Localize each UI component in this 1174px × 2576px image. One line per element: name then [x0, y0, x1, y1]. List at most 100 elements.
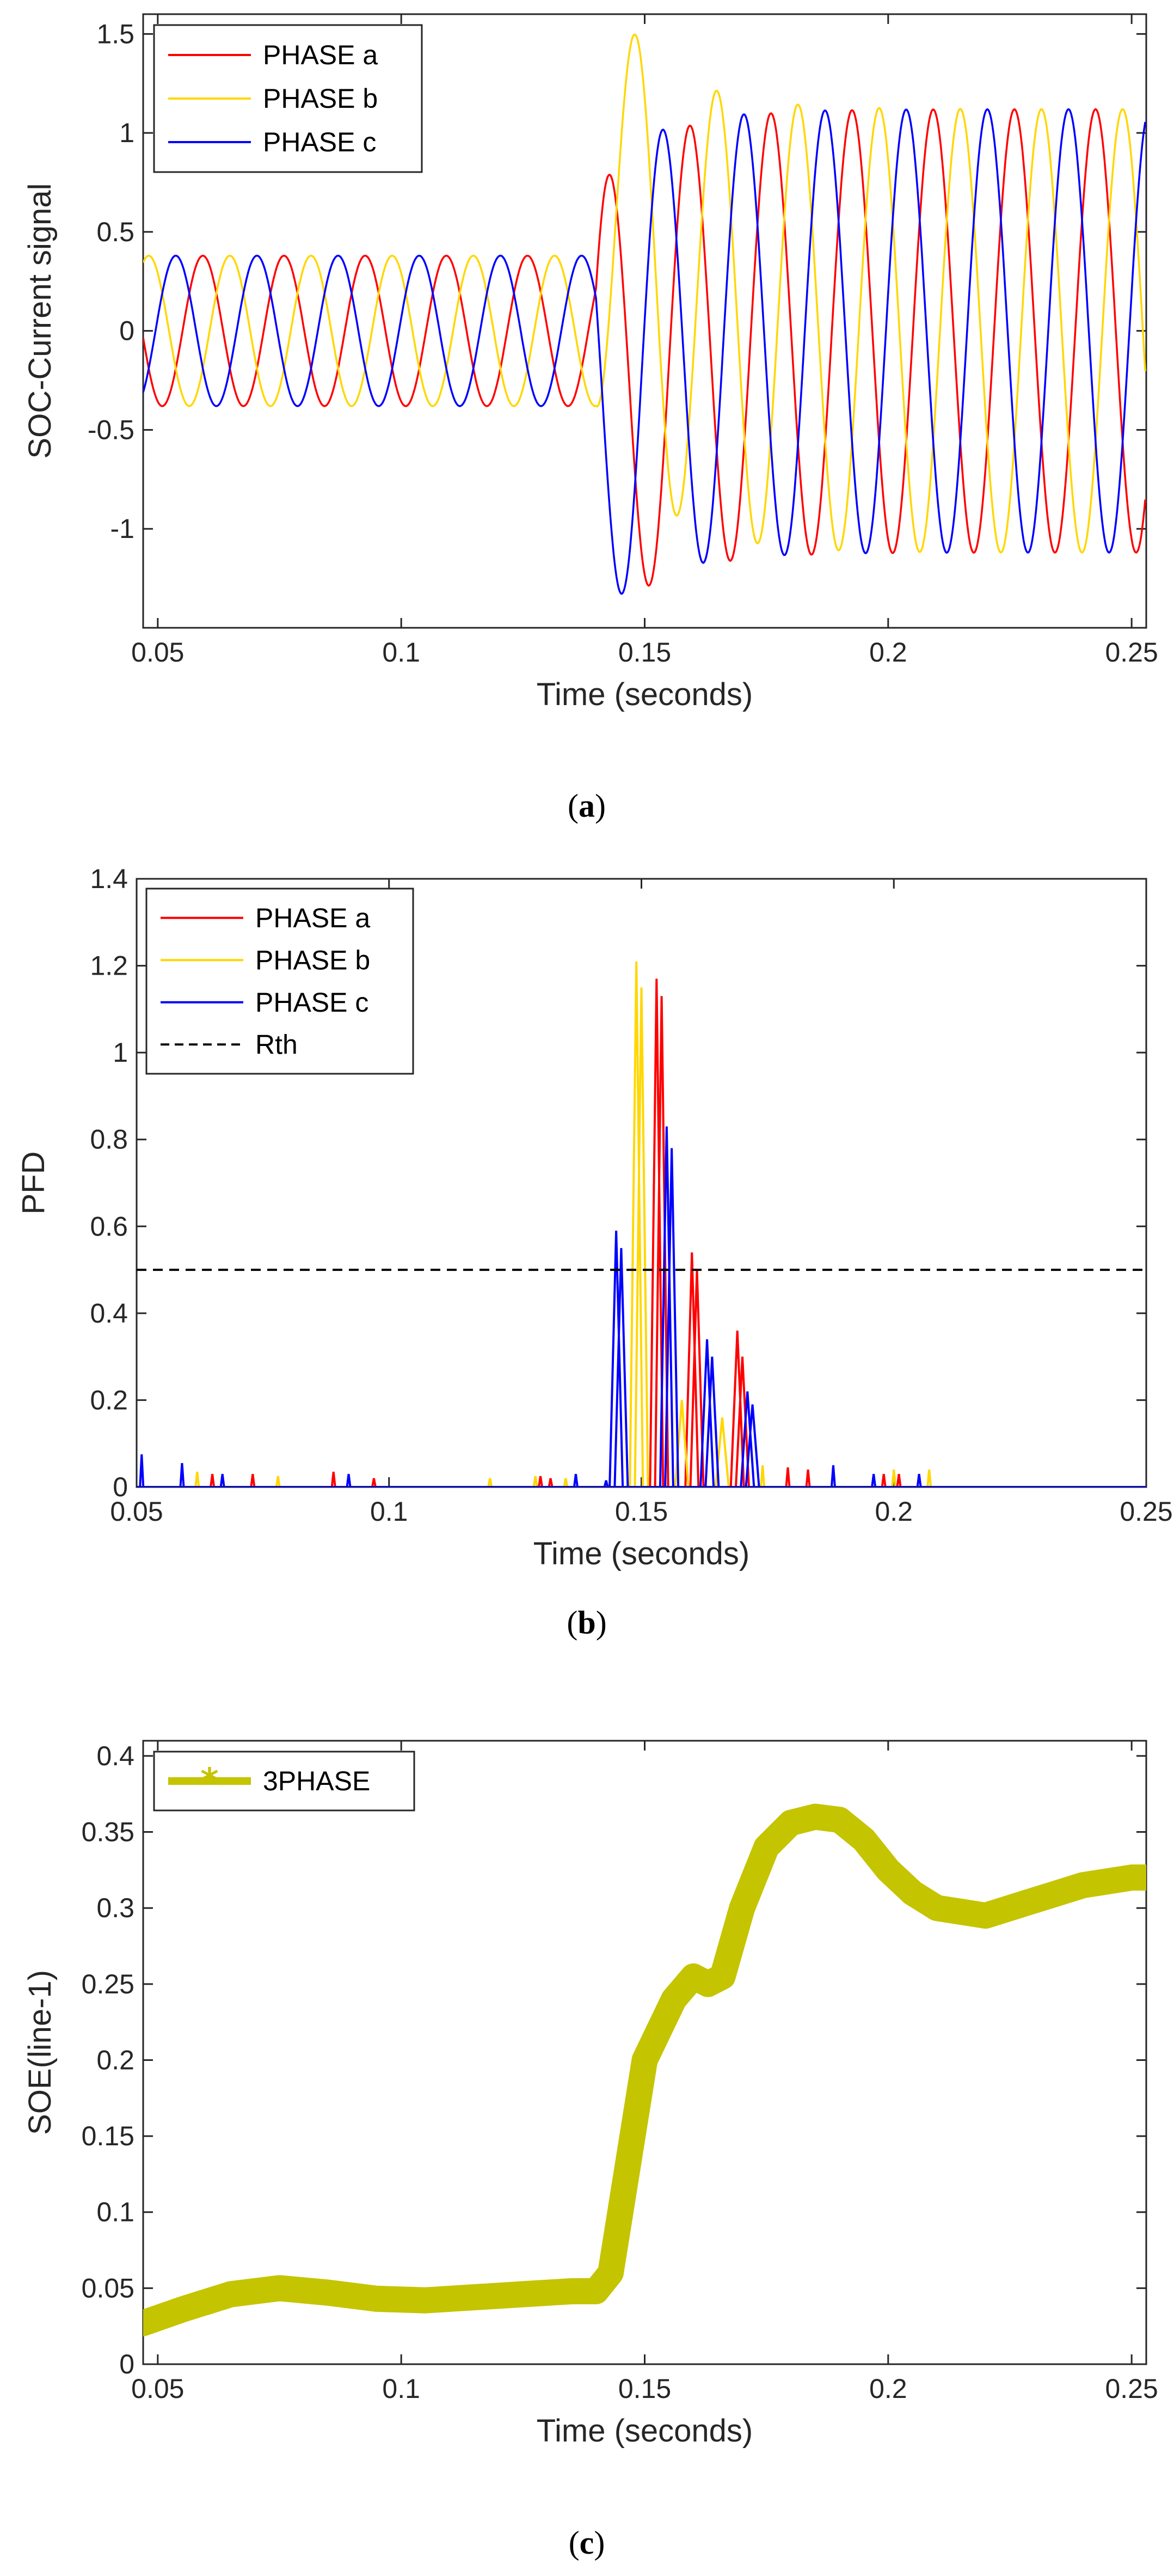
legend-label: 3PHASE: [263, 1766, 370, 1796]
legend-label: PHASE c: [263, 127, 376, 157]
x-tick-label: 0.05: [131, 2373, 184, 2404]
legend-label: PHASE b: [255, 945, 370, 975]
pfd-spike-phase-a: [684, 1252, 700, 1487]
y-tick-label: 0.4: [90, 1298, 128, 1329]
caption-open: (: [569, 2525, 580, 2561]
x-tick-label: 0.15: [618, 637, 671, 668]
pfd-spike-phase-c: [613, 1248, 629, 1487]
x-tick-label: 0.25: [1120, 1496, 1172, 1527]
pfd-spike-phase-b: [563, 1478, 569, 1487]
y-tick-label: 1.2: [90, 951, 128, 981]
y-tick-label: 0.4: [96, 1741, 134, 1771]
pfd-spike-phase-b: [275, 1476, 281, 1487]
pfd-spike-phase-a: [735, 1356, 750, 1487]
pfd-spike-phase-c: [916, 1473, 922, 1487]
pfd-spike-phase-a: [729, 1330, 745, 1487]
pfd-spike-phase-a: [210, 1473, 216, 1487]
y-tick-label: 0.35: [82, 1817, 134, 1847]
caption-open: (: [567, 1605, 577, 1641]
y-axis-label: SOE(line-1): [22, 1970, 58, 2135]
pfd-spike-phase-c: [573, 1473, 579, 1487]
y-tick-label: 0.5: [96, 217, 134, 247]
pfd-spike-phase-a: [649, 978, 665, 1487]
pfd-spike-phase-c: [704, 1356, 720, 1487]
x-tick-label: 0.2: [869, 637, 907, 668]
caption-letter: b: [577, 1605, 595, 1641]
pfd-spike-phase-c: [740, 1391, 755, 1487]
chart-b: 0.05 0.1 0.15 0.2 0.25 0 0.2 0.4 0.6 0.8 1 1.2 1.4 Ti…: [16, 864, 1173, 1641]
chart-c: 0.05 0.1 0.15 0.2 0.2500.050.10.150.20.250.3…: [22, 1740, 1158, 2561]
pfd-spike-phase-c: [219, 1473, 225, 1487]
legend-box: [145, 888, 414, 1075]
y-tick-label: 0.1: [96, 2197, 134, 2228]
pfd-spike-phase-c: [608, 1231, 624, 1487]
pfd-spike-phase-b: [926, 1469, 932, 1487]
chart-a: 0.05 0.1 0.15 0.2 0.25 -1 -0.5 0 0.5 1 1.5 Time (se…: [22, 13, 1158, 824]
x-axis-label: Time (seconds): [537, 2413, 753, 2449]
figure-caption: (c): [569, 2525, 605, 2561]
legend-label: PHASE c: [255, 987, 368, 1018]
pfd-spike-phase-c: [346, 1473, 352, 1487]
x-tick-label: 0.1: [382, 637, 420, 668]
x-tick-label: 0.2: [869, 2373, 907, 2404]
figure-caption: (b): [567, 1605, 606, 1641]
pfd-spike-phase-a: [896, 1473, 902, 1487]
pfd-spike-phase-c: [664, 1148, 680, 1487]
y-tick-label: 0.8: [90, 1124, 128, 1155]
x-tick-label: 0.15: [615, 1496, 668, 1527]
pfd-spike-phase-b: [532, 1476, 538, 1487]
pfd-spike-phase-c: [699, 1339, 715, 1487]
legend: PHASE a PHASE b PHASE c Rth: [145, 888, 414, 1075]
y-tick-label: 0.2: [96, 2045, 134, 2075]
caption-letter: c: [580, 2525, 594, 2561]
pfd-spike-phase-a: [654, 996, 669, 1487]
x-axis-label: Time (seconds): [537, 677, 753, 712]
y-tick-label: 0.25: [82, 1969, 134, 1999]
y-tick-label: -0.5: [88, 414, 134, 445]
y-tick-label: 0.3: [96, 1893, 134, 1923]
pfd-spike-phase-a: [881, 1473, 887, 1487]
series-line-3phase: [143, 1803, 1146, 2336]
y-tick-label: 0: [119, 2349, 134, 2379]
y-tick-label: 1.5: [96, 19, 134, 49]
legend-label: PHASE a: [255, 903, 370, 933]
pfd-spike-phase-c: [179, 1463, 185, 1487]
plot-series: [137, 961, 1146, 1487]
pfd-spike-phase-c: [871, 1473, 877, 1487]
legend-label: PHASE a: [263, 40, 378, 70]
legend-label: PHASE b: [263, 83, 378, 114]
y-tick-label: 0.2: [90, 1385, 128, 1415]
caption-close: ): [594, 2525, 605, 2561]
x-tick-label: 0.15: [618, 2373, 671, 2404]
legend-label: Rth: [255, 1029, 298, 1060]
y-axis-label: PFD: [16, 1152, 51, 1215]
legend: * 3PHASE: [153, 1751, 415, 1812]
caption-close: ): [595, 788, 606, 824]
y-tick-label: 0.6: [90, 1211, 128, 1241]
legend-asterisk-marker: *: [200, 1761, 218, 1802]
y-tick-label: 1.4: [90, 864, 128, 894]
pfd-spike-phase-b: [487, 1478, 493, 1487]
pfd-spike-phase-a: [371, 1478, 377, 1487]
y-tick-label: 0: [119, 316, 134, 346]
y-tick-label: -1: [110, 513, 134, 544]
caption-close: ): [596, 1605, 607, 1641]
x-axis-label: Time (seconds): [533, 1536, 750, 1571]
pfd-spike-phase-b: [891, 1469, 897, 1487]
x-tick-label: 0.05: [131, 637, 184, 668]
caption-open: (: [568, 788, 579, 824]
series-line-phase-b: [143, 33, 1146, 554]
pfd-spike-phase-b: [760, 1465, 766, 1487]
x-tick-label: 0.25: [1105, 637, 1158, 668]
y-axis-label: SOC-Current signal: [22, 183, 58, 458]
pfd-spike-phase-b: [634, 987, 649, 1487]
pfd-spike-phase-c: [830, 1465, 836, 1487]
pfd-spike-phase-a: [805, 1469, 811, 1487]
pfd-spike-phase-c: [659, 1126, 674, 1487]
x-tick-label: 0.2: [875, 1496, 913, 1527]
x-tick-label: 0.05: [110, 1496, 163, 1527]
y-tick-label: 0.05: [82, 2273, 134, 2303]
y-tick-label: 1: [119, 118, 134, 148]
pfd-spike-phase-a: [785, 1467, 791, 1487]
plot-series: [143, 33, 1146, 595]
